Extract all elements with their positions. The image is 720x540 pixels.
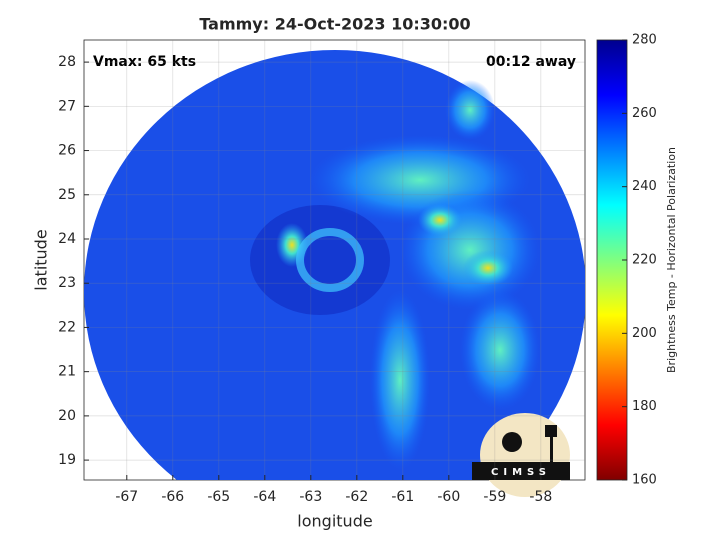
colorbar-tick-label: 280: [632, 33, 657, 48]
annotation: Vmax: 65 kts: [93, 54, 196, 70]
y-tick-label: 24: [58, 231, 76, 247]
y-tick-label: 25: [58, 187, 76, 203]
colorbar-tick-label: 200: [632, 326, 657, 341]
x-tick-label: -58: [529, 489, 552, 505]
chart-title: Tammy: 24-Oct-2023 10:30:00: [199, 15, 470, 34]
y-tick-label: 23: [58, 275, 76, 291]
x-tick-label: -65: [207, 489, 230, 505]
y-tick-label: 27: [58, 98, 76, 114]
y-tick-label: 26: [58, 143, 76, 159]
x-tick-label: -62: [345, 489, 368, 505]
y-tick-label: 21: [58, 364, 76, 380]
colorbar-tick-label: 180: [632, 399, 657, 414]
x-tick-label: -59: [483, 489, 506, 505]
x-tick-label: -61: [391, 489, 414, 505]
colorbar-tick-label: 240: [632, 179, 657, 194]
x-tick-label: -67: [115, 489, 138, 505]
logo-text: CIMSS: [491, 467, 551, 478]
x-tick-label: -64: [253, 489, 276, 505]
colorbar-tick-label: 160: [632, 473, 657, 488]
colorbar-tick-label: 220: [632, 253, 657, 268]
colorbar-tick-label: 260: [632, 106, 657, 121]
x-tick-label: -60: [437, 489, 460, 505]
x-tick-label: -63: [299, 489, 322, 505]
x-tick-label: -66: [161, 489, 184, 505]
cimss-logo: CIMSS: [472, 413, 570, 497]
y-tick-label: 22: [58, 319, 76, 335]
satellite-image: [84, 50, 585, 480]
annotation: 00:12 away: [486, 54, 576, 70]
colorbar-label: Brightness Temp - Horizontal Polarizatio…: [665, 147, 678, 373]
y-axis-label: latitude: [32, 229, 51, 290]
y-tick-label: 28: [58, 54, 76, 70]
y-tick-label: 20: [58, 408, 76, 424]
x-axis-label: longitude: [297, 512, 372, 531]
y-tick-label: 19: [58, 452, 76, 468]
